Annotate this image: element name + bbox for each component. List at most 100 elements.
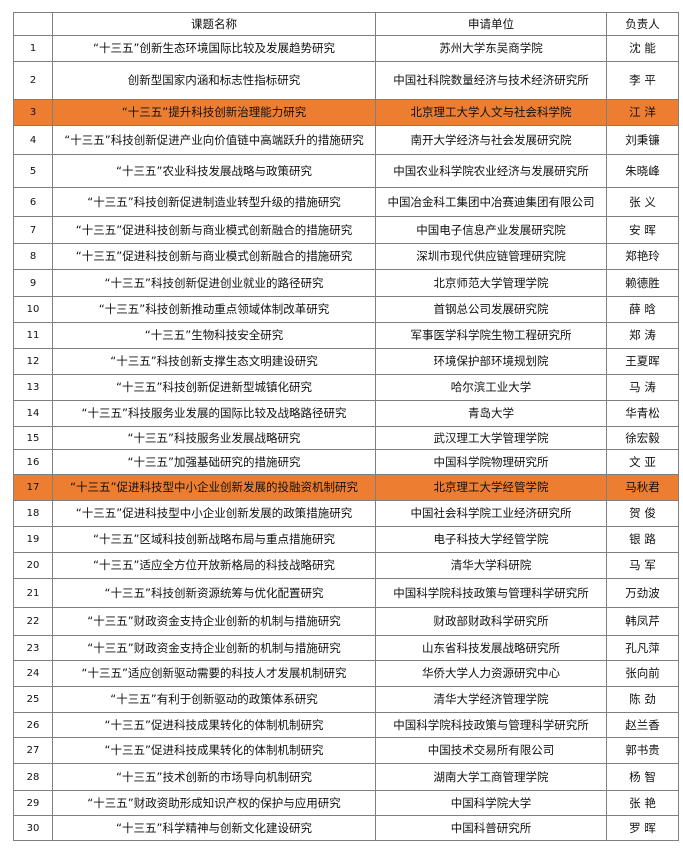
project-leader: 马 涛: [606, 374, 679, 401]
row-number: 20: [13, 552, 53, 579]
table-row: 27 “十三五”促进科技成果转化的体制机制研究 中国技术交易所有限公司 郭书贵: [13, 737, 679, 764]
table-header-row: 课题名称 申请单位 负责人: [13, 12, 679, 36]
row-number: 26: [13, 712, 53, 738]
row-number: 2: [13, 61, 53, 100]
project-title: “十三五”农业科技发展战略与政策研究: [52, 154, 376, 188]
project-leader: 文 亚: [606, 449, 679, 475]
row-number: 18: [13, 500, 53, 527]
table-row: 28 “十三五”技术创新的市场导向机制研究 湖南大学工商管理学院杨 智: [13, 763, 679, 791]
project-title: “十三五”生物科技安全研究: [52, 322, 376, 349]
project-leader: 张 艳: [606, 790, 679, 816]
applicant-unit: 清华大学科研院: [375, 552, 607, 579]
applicant-unit: 军事医学科学院生物工程研究所: [375, 322, 607, 349]
row-number: 6: [13, 187, 53, 217]
row-number: 22: [13, 607, 53, 636]
project-leader: 张 义: [606, 187, 679, 217]
table-row: 16 “十三五”加强基础研究的措施研究 中国科学院物理研究所文 亚: [13, 449, 679, 475]
project-leader: 郭书贵: [606, 737, 679, 764]
project-title: “十三五”促进科技创新与商业模式创新融合的措施研究: [52, 243, 376, 270]
row-number: 25: [13, 686, 53, 713]
project-title: “十三五”促进科技型中小企业创新发展的投融资机制研究: [52, 474, 376, 501]
table-row: 5 “十三五”农业科技发展战略与政策研究 中国农业科学院农业经济与发展研究所 朱晓峰: [13, 154, 679, 188]
applicant-unit: 中国社会科学院工业经济研究所: [375, 500, 607, 527]
project-leader: 银 路: [606, 526, 679, 553]
applicant-unit: 中国技术交易所有限公司: [375, 737, 607, 764]
row-number: 29: [13, 790, 53, 816]
project-title: “十三五”促进科技型中小企业创新发展的政策措施研究: [52, 500, 376, 527]
table-row: 25 “十三五”有利于创新驱动的政策体系研究 清华大学经济管理学院陈 劲: [13, 686, 679, 713]
applicant-unit: 清华大学经济管理学院: [375, 686, 607, 713]
header-title: 课题名称: [52, 12, 376, 36]
project-title: “十三五”技术创新的市场导向机制研究: [52, 763, 376, 791]
applicant-unit: 青岛大学: [375, 400, 607, 427]
table-row: 7 “十三五”促进科技创新与商业模式创新融合的措施研究 中国电子信息产业发展研究院安…: [13, 216, 679, 244]
project-title: “十三五”财政资助形成知识产权的保护与应用研究: [52, 790, 376, 816]
project-leader: 张向前: [606, 660, 679, 687]
row-number: 11: [13, 322, 53, 349]
row-number: 7: [13, 216, 53, 244]
project-title: “十三五”科技创新资源统筹与优化配置研究: [52, 578, 376, 608]
applicant-unit: 北京理工大学人文与社会科学院: [375, 99, 607, 126]
applicant-unit: 深圳市现代供应链管理研究院: [375, 243, 607, 270]
table-row: 21 “十三五”科技创新资源统筹与优化配置研究 中国科学院科技政策与管理科学研究所万…: [13, 578, 679, 608]
project-leader: 马秋君: [606, 474, 679, 501]
table-row: 13 “十三五”科技创新促进新型城镇化研究 哈尔滨工业大学马 涛: [13, 374, 679, 401]
table-row: 23 “十三五”财政资金支持企业创新的机制与措施研究 山东省科技发展战略研究所 孔凡萍: [13, 635, 679, 661]
project-title: “十三五”区域科技创新战略布局与重点措施研究: [52, 526, 376, 553]
table-row: 10 “十三五”科技创新推动重点领域体制改革研究 首钢总公司发展研究院薛 晗: [13, 296, 679, 323]
table-row: 6 “十三五”科技创新促进制造业转型升级的措施研究 中国冶金科工集团中冶赛迪集团有限…: [13, 187, 679, 217]
applicant-unit: 中国科学院物理研究所: [375, 449, 607, 475]
applicant-unit: 中国农业科学院农业经济与发展研究所: [375, 154, 607, 188]
header-leader: 负责人: [606, 12, 679, 36]
project-title: “十三五”创新生态环境国际比较及发展趋势研究: [52, 35, 376, 62]
table-row: 19 “十三五”区域科技创新战略布局与重点措施研究 电子科技大学经管学院银 路: [13, 526, 679, 553]
project-title: “十三五”财政资金支持企业创新的机制与措施研究: [52, 635, 376, 661]
project-leader: 郑艳玲: [606, 243, 679, 270]
applicant-unit: 财政部财政科学研究所: [375, 607, 607, 636]
table-row: 20 “十三五”适应全方位开放新格局的科技战略研究 清华大学科研院马 军: [13, 552, 679, 579]
applicant-unit: 中国电子信息产业发展研究院: [375, 216, 607, 244]
project-title: “十三五”科技创新促进制造业转型升级的措施研究: [52, 187, 376, 217]
table-row: 24 “十三五”适应创新驱动需要的科技人才发展机制研究 华侨大学人力资源研究中心 张向…: [13, 660, 679, 687]
project-title: 创新型国家内涵和标志性指标研究: [52, 61, 376, 100]
project-leader: 华青松: [606, 400, 679, 427]
applicant-unit: 首钢总公司发展研究院: [375, 296, 607, 323]
project-title: “十三五”加强基础研究的措施研究: [52, 449, 376, 475]
project-title: “十三五”财政资金支持企业创新的机制与措施研究: [52, 607, 376, 636]
row-number: 24: [13, 660, 53, 687]
row-number: 30: [13, 815, 53, 841]
project-leader: 王夏晖: [606, 348, 679, 375]
table-row: 11 “十三五”生物科技安全研究 军事医学科学院生物工程研究所郑 涛: [13, 322, 679, 349]
project-title: “十三五”科技创新支撑生态文明建设研究: [52, 348, 376, 375]
project-leader: 朱晓峰: [606, 154, 679, 188]
row-number: 10: [13, 296, 53, 323]
applicant-unit: 环境保护部环境规划院: [375, 348, 607, 375]
project-leader: 贺 俊: [606, 500, 679, 527]
project-leader: 郑 涛: [606, 322, 679, 349]
project-leader: 江 洋: [606, 99, 679, 126]
project-leader: 罗 晖: [606, 815, 679, 841]
row-number: 1: [13, 35, 53, 62]
applicant-unit: 中国科学院科技政策与管理科学研究所: [375, 712, 607, 738]
project-title: “十三五”科技创新促进新型城镇化研究: [52, 374, 376, 401]
project-leader: 马 军: [606, 552, 679, 579]
applicant-unit: 中国冶金科工集团中冶赛迪集团有限公司: [375, 187, 607, 217]
project-title: “十三五”科学精神与创新文化建设研究: [52, 815, 376, 841]
project-title: “十三五”适应创新驱动需要的科技人才发展机制研究: [52, 660, 376, 687]
table-row: 1 “十三五”创新生态环境国际比较及发展趋势研究 苏州大学东吴商学院沈 能: [13, 35, 679, 62]
table-row: 4 “十三五”科技创新促进产业向价值链中高端跃升的措施研究 南开大学经济与社会发展研…: [13, 125, 679, 155]
project-title: “十三五”促进科技创新与商业模式创新融合的措施研究: [52, 216, 376, 244]
project-title: “十三五”科技创新推动重点领域体制改革研究: [52, 296, 376, 323]
row-number: 17: [13, 474, 53, 501]
project-title: “十三五”提升科技创新治理能力研究: [52, 99, 376, 126]
table-row: 29 “十三五”财政资助形成知识产权的保护与应用研究 中国科学院大学张 艳: [13, 790, 679, 816]
project-leader: 安 晖: [606, 216, 679, 244]
header-unit: 申请单位: [375, 12, 607, 36]
row-number: 8: [13, 243, 53, 270]
table-row: 2 创新型国家内涵和标志性指标研究 中国社科院数量经济与技术经济研究所李 平: [13, 61, 679, 100]
header-no: [13, 12, 53, 36]
project-title: “十三五”促进科技成果转化的体制机制研究: [52, 712, 376, 738]
project-leader: 李 平: [606, 61, 679, 100]
applicant-unit: 湖南大学工商管理学院: [375, 763, 607, 791]
project-leader: 陈 劲: [606, 686, 679, 713]
